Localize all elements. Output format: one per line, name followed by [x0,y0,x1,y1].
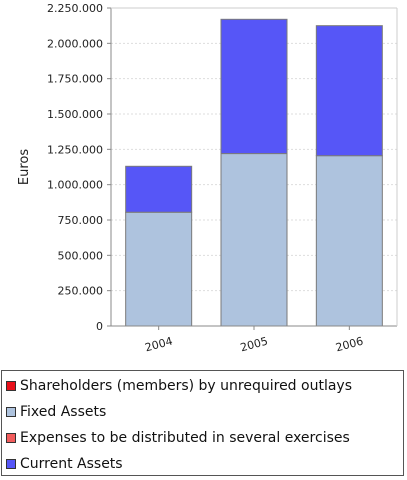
x-tick-label: 2005 [239,335,269,355]
y-tick-label: 250.000 [58,285,104,298]
y-tick-label: 1.250.000 [47,143,103,156]
legend-item-current-assets: Current Assets [6,451,403,477]
stacked-bar-chart: 0 250.000 500.000 750.000 1.000.000 1.250.000… [17,2,398,354]
chart-legend: Shareholders (members) by unrequired out… [1,370,404,476]
y-axis-ticks: 0 250.000 500.000 750.000 1.000.000 1.250.000… [47,2,111,333]
y-tick-label: 2.000.000 [47,37,103,50]
y-tick-label: 750.000 [58,214,104,227]
legend-item-shareholders: Shareholders (members) by unrequired out… [6,373,403,399]
y-axis-title: Euros [17,149,32,185]
legend-item-expenses: Expenses to be distributed in several ex… [6,425,403,451]
legend-item-fixed-assets: Fixed Assets [6,399,403,425]
bar-segment-2006-series-3 [315,25,383,157]
x-tick-label: 2004 [144,335,174,355]
x-tick-label: 2006 [334,335,364,355]
bar-segment-2006-series-1 [315,155,383,327]
bar-segment-2005-series-3 [220,18,288,155]
bar-segment-2004-series-1 [125,211,193,327]
legend-label: Expenses to be distributed in several ex… [20,430,350,446]
y-tick-label: 500.000 [58,249,104,262]
bar-segment-2004-series-3 [125,165,193,213]
bar-segment-2005-series-1 [220,153,288,327]
y-tick-label: 1.500.000 [47,108,103,121]
legend-swatch [6,459,16,469]
y-tick-label: 1.750.000 [47,73,103,86]
legend-label: Fixed Assets [20,404,107,420]
legend-swatch [6,433,16,443]
legend-label: Current Assets [20,456,123,472]
legend-swatch [6,381,16,391]
y-tick-label: 0 [96,320,103,333]
x-axis-ticks: 2004 2005 2006 [144,326,365,354]
legend-label: Shareholders (members) by unrequired out… [20,378,352,394]
y-tick-label: 2.250.000 [47,2,103,15]
legend-swatch [6,407,16,417]
bars [125,18,383,327]
y-tick-label: 1.000.000 [47,179,103,192]
